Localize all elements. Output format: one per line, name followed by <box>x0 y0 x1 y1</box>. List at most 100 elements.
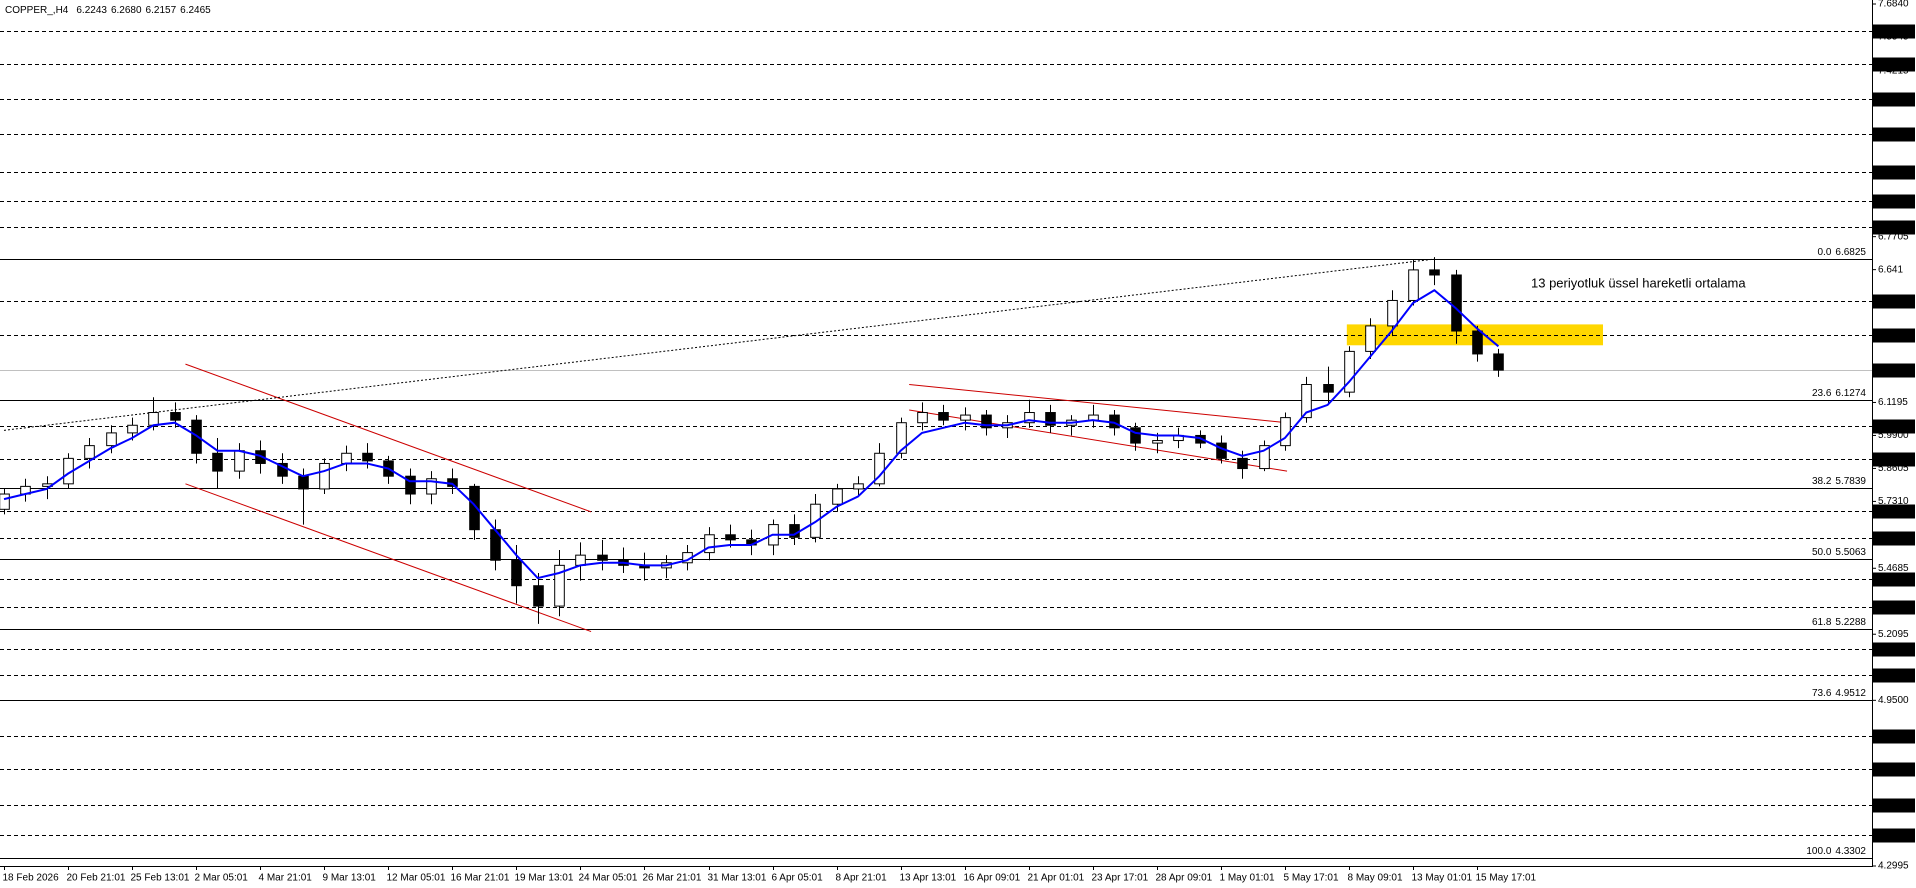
x-tick-label: 16 Mar 21:01 <box>451 873 510 884</box>
candle-body <box>170 412 181 421</box>
y-tick-label: 5.8605 <box>1878 463 1909 474</box>
candle-body <box>1237 457 1248 470</box>
y-tick-label: 4.9500 <box>1878 695 1909 706</box>
x-tick-label: 13 May 01:01 <box>1412 873 1473 884</box>
candle-body <box>426 478 437 495</box>
annotation: 13 periyotluk üssel hareketli ortalama <box>1531 275 1746 290</box>
candle-body <box>575 554 586 566</box>
fib-ratio: 100.0 <box>1806 846 1831 857</box>
candle-body <box>106 432 117 447</box>
candle-body <box>1301 384 1312 419</box>
candle-body <box>255 450 266 464</box>
level-label-bg <box>1873 220 1915 235</box>
level-label: 6.3845 <box>1877 330 1908 341</box>
candle-body <box>362 452 373 462</box>
y-tick-label: 6.641 <box>1878 264 1903 275</box>
level-label: 7.5795 <box>1877 26 1908 37</box>
candle-body <box>917 412 928 424</box>
y-tick-label: 5.2095 <box>1878 629 1909 640</box>
x-tick-label: 2 Mar 05:01 <box>195 873 249 884</box>
level-label-bg <box>1873 194 1915 209</box>
header-item: 6.2243 <box>76 5 107 16</box>
candle-body <box>1365 325 1376 352</box>
header-item: 6.2465 <box>180 5 211 16</box>
candle-body <box>704 534 715 554</box>
candle-body <box>1493 353 1504 371</box>
level-label: 7.1720 <box>1877 129 1908 140</box>
level-label: 6.0285 <box>1877 421 1908 432</box>
candle-body <box>853 483 864 490</box>
level-label-bg <box>1873 24 1915 39</box>
fib-price: 4.9512 <box>1835 688 1866 699</box>
x-tick-label: 6 Apr 05:01 <box>772 873 824 884</box>
candle-body <box>874 452 885 485</box>
level-label-bg <box>1873 642 1915 657</box>
x-tick-label: 5 May 17:01 <box>1284 873 1339 884</box>
level-label-bg <box>1873 92 1915 107</box>
trendline <box>909 409 1288 472</box>
candle-body <box>1259 445 1270 470</box>
level-label-bg <box>1873 452 1915 467</box>
trendline <box>3 258 1435 431</box>
header-item: COPPER_,H4 <box>5 5 69 16</box>
level-label: 6.9086 <box>1877 196 1908 207</box>
x-tick-label: 23 Apr 17:01 <box>1092 873 1149 884</box>
fib-ratio: 73.6 <box>1812 688 1832 699</box>
candle-body <box>533 585 544 607</box>
level-label: 5.5875 <box>1877 533 1908 544</box>
candle-body <box>554 564 565 607</box>
level-label: 7.0255 <box>1877 167 1908 178</box>
candle-body <box>1024 412 1035 424</box>
candle-body <box>1152 440 1163 444</box>
candle-body <box>597 554 608 561</box>
x-tick-label: 24 Mar 05:01 <box>579 873 638 884</box>
candle-body <box>341 452 352 464</box>
level-label-bg <box>1873 127 1915 142</box>
x-tick-label: 15 May 17:01 <box>1476 873 1537 884</box>
level-label: 7.4490 <box>1877 59 1908 70</box>
level-label: 5.8960 <box>1877 454 1908 465</box>
level-label: 4.4230 <box>1877 830 1908 841</box>
level-label: 5.3170 <box>1877 602 1908 613</box>
candle-body <box>1429 269 1440 276</box>
level-label-bg <box>1873 668 1915 683</box>
x-tick-label: 28 Apr 09:01 <box>1156 873 1213 884</box>
x-tick-label: 9 Mar 13:01 <box>323 873 377 884</box>
level-label: 5.6925 <box>1877 506 1908 517</box>
x-tick-label: 8 May 09:01 <box>1348 873 1403 884</box>
candle-body <box>1045 412 1056 426</box>
y-tick-label: 7.6840 <box>1878 0 1909 10</box>
candle-body <box>319 462 330 490</box>
y-tick-label: 6.1195 <box>1878 397 1908 408</box>
candle-body <box>1216 442 1227 459</box>
candle-body <box>981 414 992 429</box>
candle-body <box>1130 427 1141 444</box>
level-label: 4.6815 <box>1877 764 1908 775</box>
fib-price: 5.7839 <box>1835 476 1866 487</box>
trendline <box>909 384 1288 424</box>
fib-ratio: 0.0 <box>1818 247 1832 258</box>
level-label-bg <box>1873 762 1915 777</box>
candle-body <box>1472 330 1483 355</box>
fib-price: 4.3302 <box>1835 846 1866 857</box>
y-tick-label: 5.7310 <box>1878 496 1909 507</box>
fib-ratio: 23.6 <box>1812 388 1832 399</box>
level-label: 4.5400 <box>1877 800 1908 811</box>
level-label-bg <box>1873 57 1915 72</box>
fib-price: 5.5063 <box>1835 547 1866 558</box>
x-tick-label: 8 Apr 21:01 <box>836 873 888 884</box>
level-label-bg <box>1873 328 1915 343</box>
candle-body <box>469 485 480 531</box>
x-tick-label: 25 Feb 13:01 <box>131 873 190 884</box>
fib-price: 6.1274 <box>1835 388 1866 399</box>
candle-body <box>0 493 10 510</box>
trendline <box>185 363 592 513</box>
x-tick-label: 20 Feb 21:01 <box>67 873 126 884</box>
x-tick-label: 16 Apr 09:01 <box>964 873 1021 884</box>
trendline <box>185 483 592 633</box>
header-item: 6.2680 <box>111 5 142 16</box>
level-label-bg <box>1873 828 1915 843</box>
level-label-bg <box>1873 165 1915 180</box>
